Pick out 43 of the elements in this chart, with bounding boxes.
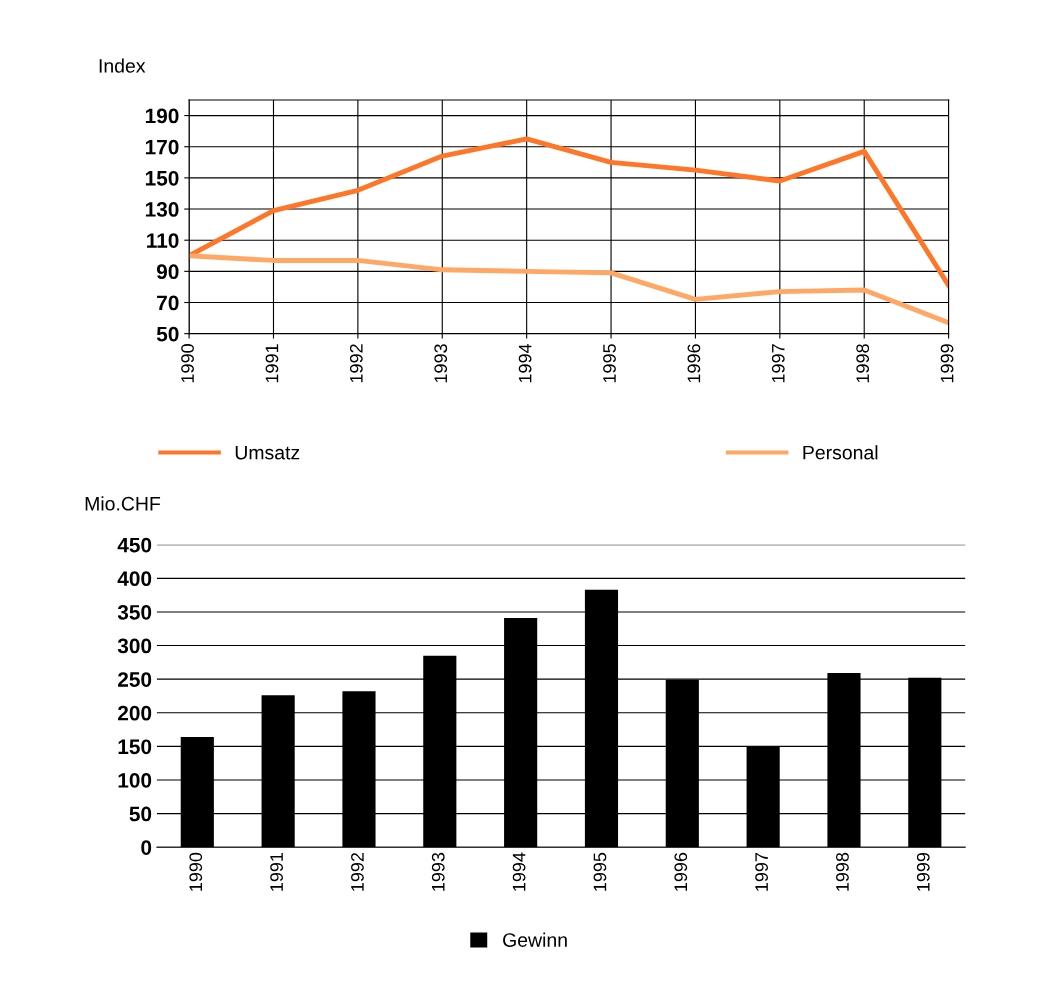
y-tick-label: 200 (117, 705, 152, 721)
x-tick-label: 1999 (916, 852, 930, 891)
y-tick-label: 300 (117, 638, 152, 654)
x-tick-label: 1992 (351, 852, 364, 891)
y-tick-label: 100 (118, 772, 152, 788)
x-tick-label: 1998 (836, 852, 849, 891)
y-tick-label: 150 (118, 739, 152, 755)
y-tick-label: 190 (145, 108, 179, 124)
x-tick-label: 1991 (270, 852, 283, 891)
y-tick-label: 70 (157, 295, 179, 311)
x-tick-label: 1996 (687, 344, 701, 383)
y-tick-label: 250 (117, 672, 152, 687)
y-tick-label: 130 (145, 202, 179, 217)
x-tick-label: 1999 (940, 344, 954, 383)
y-axis-title: Index (99, 58, 146, 73)
x-tick-label: 1992 (349, 344, 363, 383)
y-axis-title: Mio.CHF (85, 496, 161, 511)
y-tick-label: 150 (145, 170, 179, 186)
legend-label: Personal (803, 445, 878, 460)
x-tick-label: 1995 (593, 852, 607, 891)
legend-label: Gewinn (503, 932, 567, 947)
y-tick-label: 90 (156, 264, 179, 280)
x-tick-label: 1997 (771, 344, 785, 383)
y-tick-label: 450 (117, 537, 152, 553)
x-tick-label: 1994 (512, 852, 526, 891)
x-tick-label: 1991 (265, 344, 279, 383)
x-tick-label: 1995 (603, 344, 616, 383)
x-tick-label: 1993 (434, 344, 448, 383)
x-tick-label: 1998 (856, 344, 870, 383)
x-tick-label: 1996 (674, 852, 688, 891)
x-tick-label: 1990 (181, 344, 194, 383)
y-tick-label: 170 (145, 139, 179, 155)
y-tick-label: 50 (129, 806, 152, 822)
y-tick-label: 50 (156, 326, 179, 342)
x-tick-label: 1993 (431, 852, 445, 891)
y-tick-label: 110 (147, 233, 179, 248)
x-tick-label: 1997 (755, 852, 768, 891)
legend-label: Umsatz (235, 445, 300, 460)
y-tick-label: 350 (117, 604, 152, 620)
y-tick-label: 400 (117, 571, 152, 587)
x-tick-label: 1990 (189, 852, 203, 891)
y-tick-label: 0 (141, 840, 152, 855)
x-tick-label: 1994 (518, 343, 532, 383)
